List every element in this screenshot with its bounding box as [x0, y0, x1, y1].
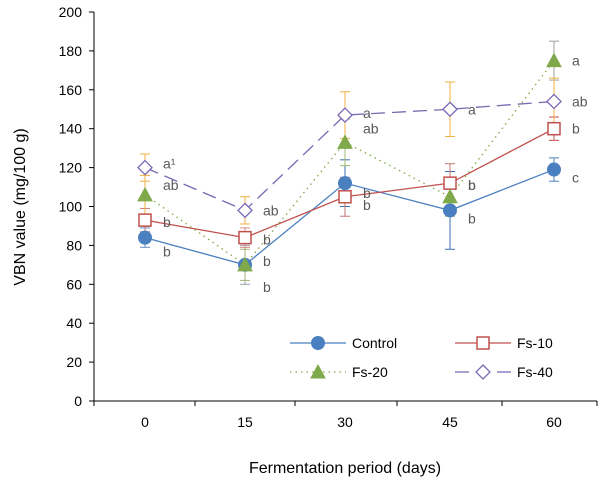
significance-letter-control: c — [572, 170, 579, 186]
data-point-control — [138, 230, 152, 245]
y-tick-label: 20 — [66, 354, 82, 370]
data-point-fs-40 — [546, 93, 562, 110]
x-tick-label: 60 — [546, 414, 562, 430]
x-tick-label: 0 — [141, 414, 149, 430]
significance-letter-fs-40: a — [468, 101, 476, 117]
data-point-fs-20 — [237, 256, 253, 272]
data-point-fs-40 — [442, 101, 458, 118]
legend-item-fs-10: Fs-10 — [455, 335, 553, 351]
significance-letter-fs-10: b — [263, 232, 271, 248]
y-tick-label: 80 — [66, 237, 82, 253]
legend-marker — [310, 363, 326, 379]
y-tick-label: 200 — [59, 4, 83, 20]
data-point-fs-10 — [138, 213, 152, 227]
significance-letter-fs-40: a¹ — [163, 156, 176, 172]
y-tick-label: 180 — [59, 43, 83, 59]
data-point-fs-10 — [338, 190, 352, 204]
data-point-fs-20 — [442, 188, 458, 204]
data-point-fs-40 — [337, 107, 353, 124]
significance-letter-fs-10: b — [468, 177, 476, 193]
significance-letter-fs-10: b — [572, 121, 580, 137]
y-tick-label: 40 — [66, 315, 82, 331]
data-point-fs-20 — [137, 186, 153, 202]
data-point-fs-40 — [137, 159, 153, 176]
data-point-fs-10 — [547, 121, 561, 136]
data-point-fs-10 — [238, 230, 252, 245]
data-point-fs-40 — [237, 202, 253, 219]
legend-marker — [476, 336, 490, 350]
y-tick-label: 160 — [59, 82, 83, 98]
significance-letter-fs-20: b — [263, 253, 271, 269]
y-tick-label: 0 — [74, 393, 82, 409]
y-tick-label: 120 — [59, 160, 83, 176]
x-tick-label: 30 — [337, 414, 353, 430]
legend-label: Fs-10 — [517, 335, 553, 351]
significance-letter-control: b — [163, 244, 171, 260]
significance-letter-fs-10: b — [363, 197, 371, 213]
series-line-fs-40 — [144, 100, 555, 212]
legend-item-fs-20: Fs-20 — [290, 363, 388, 380]
significance-letter-fs-40: ab — [572, 93, 588, 109]
x-axis-title: Fermentation period (days) — [249, 460, 441, 477]
legend-label: Fs-20 — [352, 364, 388, 380]
data-point-control — [443, 203, 457, 218]
significance-letter-fs-20: b — [468, 177, 476, 193]
legend-marker — [311, 336, 325, 350]
legend-label: Fs-40 — [517, 364, 553, 380]
significance-letter-fs-10: b — [163, 214, 171, 230]
data-point-fs-20 — [546, 52, 562, 68]
significance-letter-fs-40: a — [363, 105, 371, 121]
significance-letter-fs-20: a — [572, 53, 580, 69]
data-point-fs-10 — [443, 176, 457, 190]
significance-letter-fs-40: ab — [263, 202, 279, 218]
legend-label: Control — [352, 335, 397, 351]
data-point-fs-20 — [337, 134, 353, 149]
legend-item-fs-40: Fs-40 — [455, 364, 553, 380]
legend: Control Fs-10 Fs-20 Fs-40 — [290, 335, 553, 380]
x-tick-label: 15 — [237, 414, 253, 430]
ticks: 0 20 40 60 80 100 120 140 160 180 200 0 15 30 45 60 — [59, 4, 598, 430]
y-axis-title: VBN value (mg/100 g) — [12, 128, 29, 285]
significance-letter-fs-20: ab — [363, 120, 379, 136]
significance-letter-fs-20: ab — [163, 177, 179, 193]
y-tick-label: 100 — [59, 199, 83, 215]
y-tick-label: 60 — [66, 276, 82, 292]
y-tick-label: 140 — [59, 121, 83, 137]
data-point-control — [547, 162, 561, 177]
significance-letter-control: b — [263, 279, 271, 295]
legend-marker — [475, 364, 491, 380]
significance-letter-control: b — [468, 210, 476, 226]
data-point-control — [338, 176, 352, 191]
data-points — [137, 52, 562, 272]
x-tick-label: 45 — [442, 414, 458, 430]
error-bars — [140, 40, 559, 285]
significance-letter-control: b — [363, 185, 371, 201]
legend-item-control: Control — [290, 335, 397, 351]
